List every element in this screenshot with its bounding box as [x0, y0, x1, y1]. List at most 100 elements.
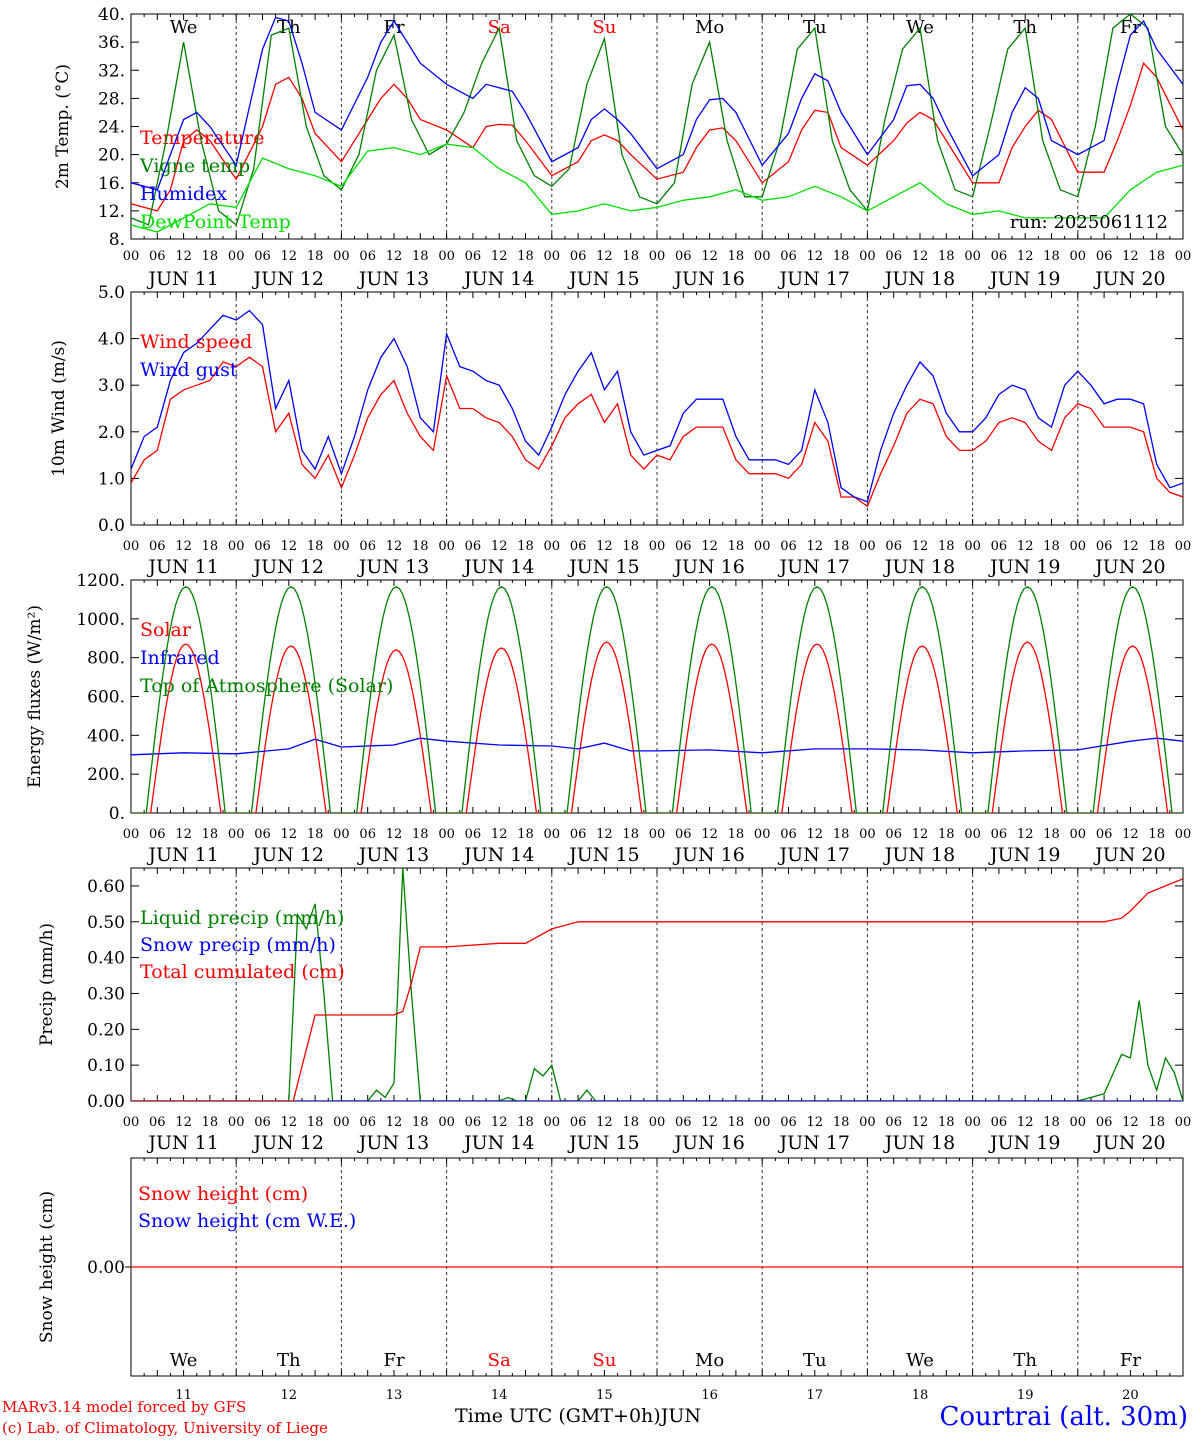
hour-label: 06: [991, 827, 1008, 842]
hour-label: 06: [149, 1115, 166, 1130]
hour-label: 18: [728, 249, 745, 264]
panel-4: 0.00 0.10 0.20 0.30 0.40 0.50 0.60 Precip (mm/h…: [37, 867, 1191, 1154]
day-number-label: 11: [175, 1388, 192, 1403]
day-label: JUN 16: [672, 556, 744, 578]
hour-label: 12: [701, 249, 718, 264]
day-label: JUN 18: [883, 556, 955, 578]
hour-label: 00: [964, 1115, 981, 1130]
hour-label: 00: [964, 539, 981, 554]
hour-label: 00: [859, 1115, 876, 1130]
day-number-label: 17: [807, 1388, 824, 1403]
day-label: JUN 11: [146, 844, 218, 866]
hour-label: 18: [1148, 249, 1165, 264]
y-tick-label: 0.0: [98, 516, 125, 536]
day-label: JUN 15: [567, 268, 639, 290]
hour-label: 12: [596, 1115, 613, 1130]
day-label: JUN 16: [672, 1132, 744, 1154]
day-label: JUN 11: [146, 268, 218, 290]
hour-label: 00: [754, 539, 771, 554]
hour-label: 18: [412, 1115, 429, 1130]
day-label: JUN 16: [672, 268, 744, 290]
hour-label: 18: [517, 827, 534, 842]
hour-label: 00: [1070, 1115, 1087, 1130]
panel-2: 0.0 1.0 2.0 3.0 4.0 5.0 10m Wind (m/s) 00 06 12 18…: [49, 283, 1191, 578]
hour-label: 06: [885, 1115, 902, 1130]
hour-label: 00: [754, 827, 771, 842]
hour-label: 06: [780, 539, 797, 554]
hour-label: 06: [885, 539, 902, 554]
hour-label: 00: [544, 249, 561, 264]
hour-label: 00: [333, 827, 350, 842]
weekday-label: Mo: [695, 17, 724, 38]
hour-label: 00: [859, 539, 876, 554]
hour-label: 00: [1175, 827, 1192, 842]
day-number-label: 18: [912, 1388, 929, 1403]
hour-label: 12: [596, 827, 613, 842]
day-label: JUN 14: [462, 1132, 534, 1154]
hour-label: 12: [386, 1115, 403, 1130]
legend-humidex: Humidex: [140, 183, 227, 205]
day-label: JUN 12: [252, 556, 324, 578]
series-humidex: [131, 16, 1183, 191]
day-label: JUN 15: [567, 844, 639, 866]
day-label: JUN 17: [778, 1132, 850, 1154]
y-tick-label: 0.30: [87, 984, 125, 1004]
day-label: JUN 13: [357, 1132, 429, 1154]
y-tick-label: 28.: [98, 89, 125, 109]
hour-label: 06: [675, 827, 692, 842]
y-tick-label: 1000.: [76, 610, 125, 630]
hour-label: 06: [675, 539, 692, 554]
y-tick-label: 0.20: [87, 1020, 125, 1040]
hour-label: 00: [333, 1115, 350, 1130]
y-tick-label: 400.: [87, 726, 125, 746]
hour-label: 06: [991, 249, 1008, 264]
hour-label: 06: [254, 539, 271, 554]
y-tick-label: 36.: [98, 33, 125, 53]
hour-label: 00: [544, 1115, 561, 1130]
hour-label: 18: [833, 827, 850, 842]
hour-label: 18: [1148, 539, 1165, 554]
weekday-label: Fr: [383, 1350, 404, 1371]
hour-label: 12: [701, 539, 718, 554]
hour-label: 06: [570, 1115, 587, 1130]
series-dewpoint-temp: [131, 143, 1183, 233]
day-label: JUN 13: [357, 556, 429, 578]
day-label: JUN 19: [988, 556, 1060, 578]
series-vigne-temp: [131, 14, 1183, 227]
hour-label: 06: [149, 539, 166, 554]
hour-label: 06: [1096, 827, 1113, 842]
hour-label: 00: [964, 827, 981, 842]
hour-label: 12: [807, 827, 824, 842]
hour-label: 18: [1148, 1115, 1165, 1130]
hour-label: 06: [359, 539, 376, 554]
y-tick-label: 600.: [87, 688, 125, 708]
day-label: JUN 14: [462, 844, 534, 866]
hour-label: 06: [991, 1115, 1008, 1130]
hour-label: 18: [938, 827, 955, 842]
hour-label: 06: [359, 249, 376, 264]
hour-label: 12: [807, 539, 824, 554]
panel-3: 0. 200. 400. 600. 800. 1000. 1200. Energy fluxe…: [25, 571, 1191, 866]
y-tick-label: 8.: [109, 230, 125, 250]
run-annotation: run: 2025061112: [1010, 212, 1168, 233]
hour-label: 00: [438, 1115, 455, 1130]
y-tick-label: 5.0: [98, 283, 125, 303]
day-number-label: 14: [491, 1388, 508, 1403]
hour-label: 12: [175, 539, 192, 554]
hour-label: 00: [964, 249, 981, 264]
hour-label: 06: [465, 249, 482, 264]
hour-label: 18: [517, 539, 534, 554]
hour-label: 06: [570, 827, 587, 842]
time-axis-title: Time UTC (GMT+0h)JUN: [455, 1405, 701, 1427]
station-name: Courtrai (alt. 30m): [939, 1402, 1189, 1432]
y-tick-label: 40.: [98, 5, 125, 25]
hour-label: 06: [465, 1115, 482, 1130]
hour-label: 12: [1122, 827, 1139, 842]
hour-label: 12: [1122, 249, 1139, 264]
legend-snow-height-cm-w-e: Snow height (cm W.E.): [138, 1210, 356, 1232]
hour-label: 18: [622, 827, 639, 842]
hour-label: 06: [359, 1115, 376, 1130]
hour-label: 12: [1017, 1115, 1034, 1130]
hour-label: 18: [728, 827, 745, 842]
